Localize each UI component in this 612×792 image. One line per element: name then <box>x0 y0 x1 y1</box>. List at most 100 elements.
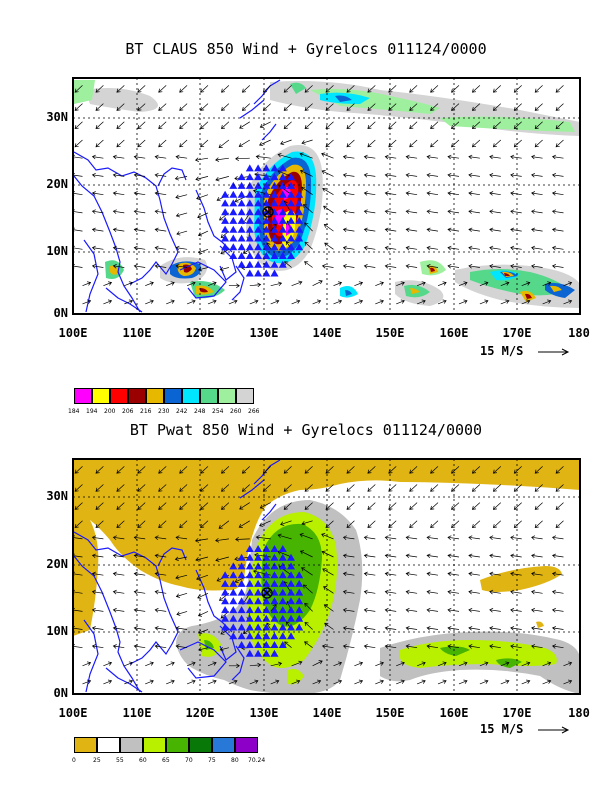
gyre-triangle <box>287 597 295 605</box>
wind-arrow <box>277 533 292 540</box>
wind-arrow <box>301 567 313 576</box>
wind-arrow <box>384 227 397 233</box>
wind-arrow <box>116 103 125 111</box>
wind-arrow <box>200 85 209 93</box>
gyre-triangle <box>229 225 238 233</box>
wind-arrow <box>112 172 125 178</box>
wind-arrow <box>103 679 113 685</box>
top-x-tick-100e: 100E <box>58 326 88 340</box>
wind-arrow <box>207 281 217 287</box>
gyre-triangle <box>278 252 287 259</box>
wind-arrow <box>304 121 313 130</box>
top-legend-label: 200 <box>104 408 116 415</box>
wind-arrow <box>479 299 489 305</box>
gyre-triangle <box>237 562 246 570</box>
wind-arrow <box>133 245 146 251</box>
top-legend-label: 260 <box>230 408 242 415</box>
wind-arrow <box>342 644 355 649</box>
wind-arrow <box>468 644 480 649</box>
wind-arrow <box>228 663 240 669</box>
wind-arrow <box>468 535 480 540</box>
gyre-triangle <box>287 181 295 189</box>
bottom-legend-swatch-1 <box>74 737 97 753</box>
wind-arrow <box>116 85 125 93</box>
wind-arrow <box>137 484 146 492</box>
gyre-triangle <box>254 597 263 605</box>
wind-arrow <box>291 679 301 685</box>
gyre-triangle <box>245 269 254 277</box>
gyre-triangle <box>295 571 304 579</box>
gyre-triangle <box>254 553 263 561</box>
wind-arrow <box>563 661 573 667</box>
wind-arrow <box>221 502 230 510</box>
wind-arrow <box>551 553 564 559</box>
wind-arrow <box>534 121 543 130</box>
wind-arrow <box>116 502 125 510</box>
wind-arrow <box>447 535 460 540</box>
wind-arrow <box>416 299 426 305</box>
wind-arrow <box>154 172 167 178</box>
wind-arrow <box>468 191 480 196</box>
gyre-triangle <box>254 649 263 657</box>
bottom-map-title: BT Pwat 850 Wind + Gyrelocs 011124/0000 <box>129 421 483 439</box>
wind-arrow <box>95 85 104 93</box>
wind-arrow <box>198 248 209 254</box>
top-gridlines <box>73 78 580 314</box>
bottom-y-tick-30n: 30N <box>46 489 68 503</box>
wind-arrow <box>342 154 355 160</box>
wind-arrow <box>426 263 439 269</box>
bottom-legend-swatch-7 <box>212 737 235 753</box>
wind-arrow <box>74 520 83 529</box>
bottom-legend-label: 80 <box>231 757 239 764</box>
wind-arrow <box>471 85 481 93</box>
gyre-triangle <box>287 234 295 242</box>
wind-arrow <box>197 212 209 219</box>
wind-arrow <box>426 589 439 595</box>
wind-arrow <box>166 661 175 667</box>
wind-arrow <box>342 172 355 178</box>
wind-arrow <box>416 661 426 667</box>
wind-arrow <box>489 172 501 178</box>
wind-arrow <box>175 263 188 269</box>
gyre-triangle <box>278 562 287 570</box>
gyre-triangle <box>287 553 295 561</box>
wind-arrow <box>471 520 481 529</box>
top-legend-swatch-3 <box>110 388 128 404</box>
wind-arrow <box>312 280 323 287</box>
wind-arrow <box>363 154 376 160</box>
gyre-triangle <box>254 234 263 242</box>
wind-arrow <box>116 466 125 474</box>
top-legend-label: 206 <box>122 408 134 415</box>
wind-arrow <box>363 553 376 559</box>
gyre-triangle <box>287 588 295 596</box>
gyre-triangle <box>221 243 230 251</box>
wind-arrow <box>133 644 146 649</box>
wind-arrow <box>551 245 564 251</box>
top-legend-swatch-8 <box>200 388 218 404</box>
wind-arrow <box>405 172 418 178</box>
wind-arrow <box>375 661 384 667</box>
wind-arrow <box>133 172 146 178</box>
top-legend-swatch-2 <box>92 388 110 404</box>
wind-arrow <box>321 550 334 558</box>
gyre-triangle <box>254 606 263 614</box>
wind-arrow <box>215 556 229 562</box>
gyre-triangle <box>270 243 279 251</box>
wind-arrow <box>283 121 292 130</box>
wind-arrow <box>186 299 196 305</box>
wind-arrow <box>492 85 502 93</box>
wind-arrow <box>200 502 209 510</box>
wind-arrow <box>259 520 271 527</box>
wind-arrow <box>137 85 146 93</box>
wind-arrow <box>91 209 104 214</box>
wind-arrow <box>137 502 146 510</box>
wind-arrow <box>312 679 322 685</box>
wind-arrow <box>367 121 376 130</box>
wind-arrow <box>479 281 489 287</box>
wind-arrow <box>82 661 92 667</box>
wind-arrow <box>154 535 167 540</box>
wind-arrow <box>91 263 104 269</box>
wind-arrow <box>500 661 510 667</box>
wind-arrow <box>405 245 418 251</box>
wind-arrow <box>384 191 397 196</box>
